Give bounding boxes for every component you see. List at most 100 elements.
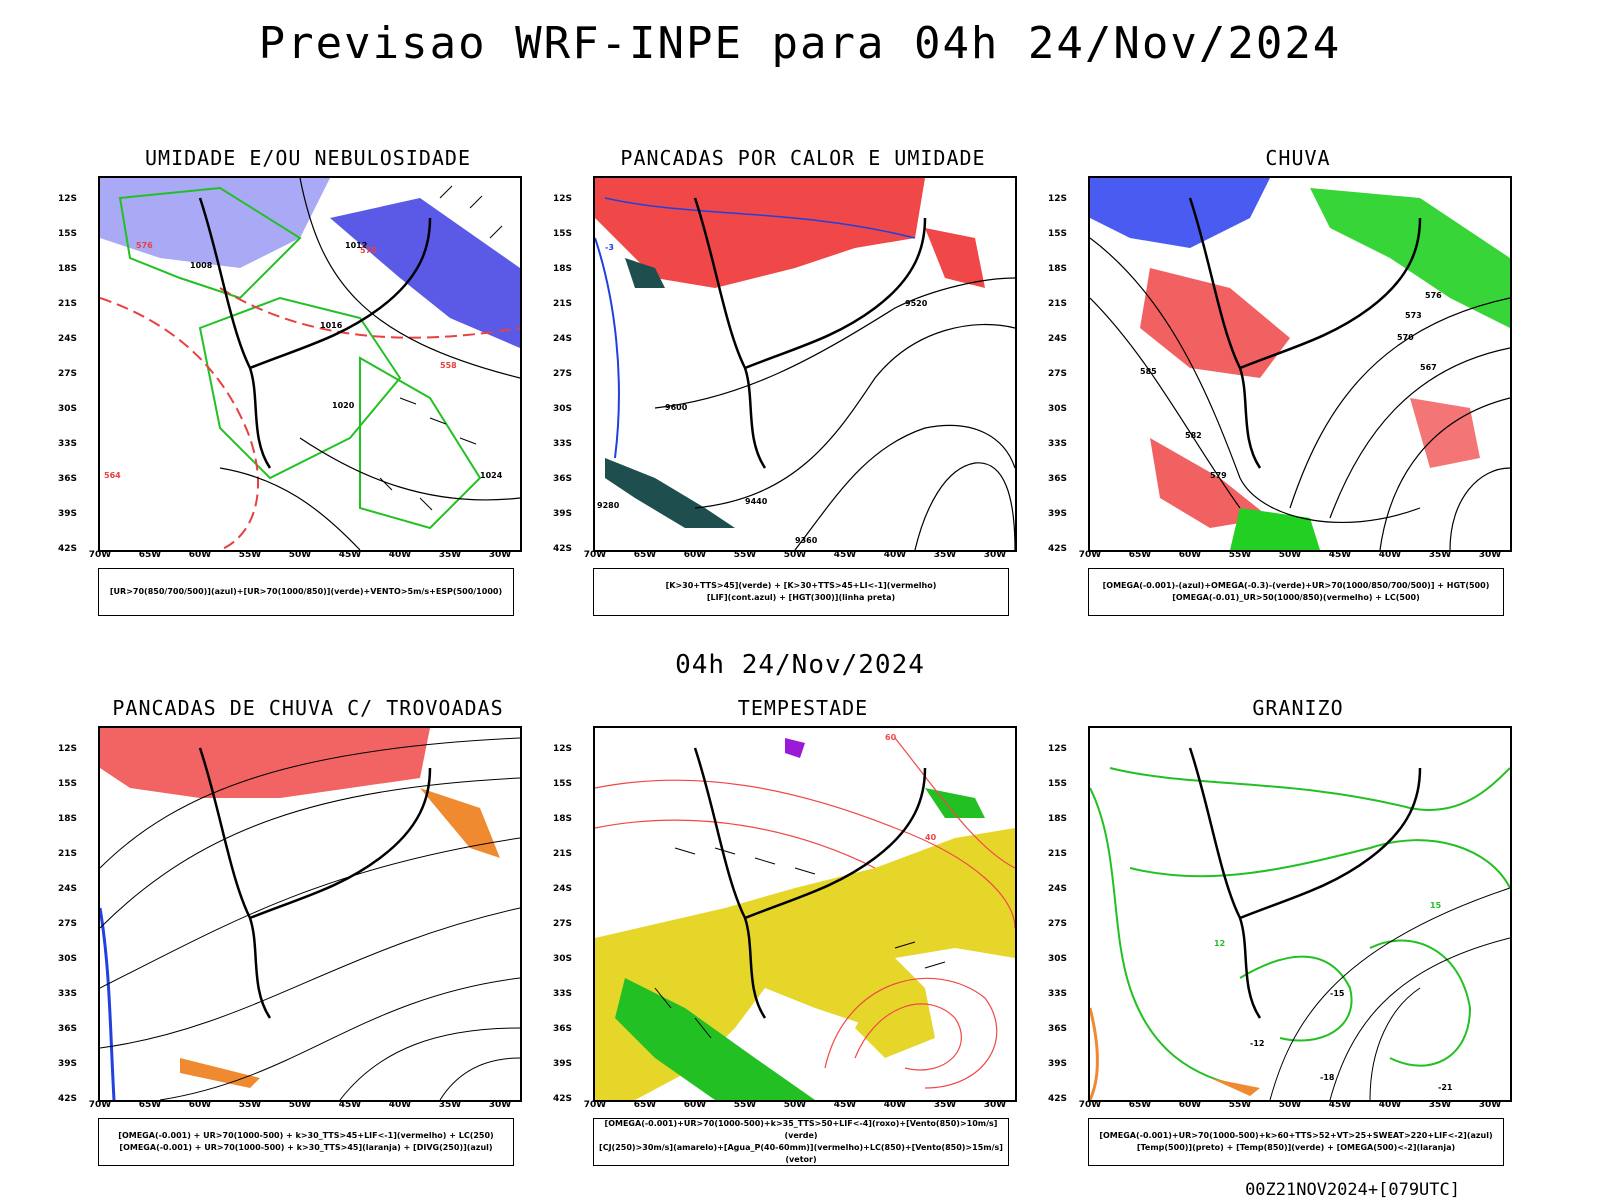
- panel-title: TEMPESTADE: [737, 696, 869, 720]
- lat-label: 21S: [553, 849, 573, 859]
- lon-label: 30W: [488, 550, 512, 560]
- contour-label: -18: [1320, 1073, 1335, 1082]
- legend-line: [OMEGA(-0.001) + UR>70(1000-500) + k>30_…: [119, 1143, 493, 1152]
- lon-label: 65W: [138, 1100, 162, 1110]
- legend: [OMEGA(-0.001)-(azul)+OMEGA(-0.3)-(verde…: [1088, 568, 1504, 616]
- lon-label: 45W: [1328, 1100, 1352, 1110]
- legend-line: [OMEGA(-0.001) + UR>70(1000-500) + k>30_…: [118, 1131, 494, 1140]
- lon-label: 70W: [88, 1100, 112, 1110]
- lat-label: 12S: [553, 744, 573, 754]
- lon-label: 60W: [188, 550, 212, 560]
- lat-label: 24S: [553, 884, 573, 894]
- lat-label: 36S: [58, 474, 78, 484]
- lon-label: 55W: [1228, 1100, 1252, 1110]
- lon-label: 35W: [438, 1100, 462, 1110]
- lon-label: 35W: [933, 1100, 957, 1110]
- panel-title: PANCADAS POR CALOR E UMIDADE: [620, 146, 986, 170]
- map-pancadas-calor: 9600 9520 9440 9360 9280 -3: [593, 176, 1017, 552]
- panel-title: CHUVA: [1265, 146, 1331, 170]
- panel-chuva: CHUVA 576 573 570 567 585 582 5: [1048, 146, 1528, 626]
- lat-label: 21S: [1048, 299, 1068, 309]
- run-timestamp: 00Z21NOV2024+[079UTC]: [1245, 1180, 1460, 1200]
- legend: [K>30+TTS>45](verde) + [K>30+TTS>45+LI<-…: [593, 568, 1009, 616]
- lat-label: 33S: [58, 989, 78, 999]
- lon-label: 55W: [733, 550, 757, 560]
- lat-label: 21S: [58, 299, 78, 309]
- lon-label: 65W: [1128, 550, 1152, 560]
- lat-label: 27S: [553, 919, 573, 929]
- lat-label: 39S: [58, 509, 78, 519]
- lon-label: 55W: [238, 550, 262, 560]
- contour-label: 9440: [745, 497, 768, 506]
- lat-label: 39S: [58, 1059, 78, 1069]
- contour-label: -12: [1250, 1039, 1264, 1048]
- lat-label: 24S: [58, 334, 78, 344]
- lat-label: 42S: [58, 544, 78, 554]
- panel-pancadas-calor: PANCADAS POR CALOR E UMIDADE 9600 9520 9…: [553, 146, 1033, 626]
- lat-label: 36S: [1048, 1024, 1068, 1034]
- contour-label: 573: [1405, 311, 1422, 320]
- lon-label: 65W: [1128, 1100, 1152, 1110]
- lon-label: 40W: [388, 550, 412, 560]
- contour-label: 15: [1430, 901, 1442, 910]
- lat-label: 12S: [58, 744, 78, 754]
- lon-label: 40W: [388, 1100, 412, 1110]
- lat-label: 33S: [1048, 989, 1068, 999]
- lat-label: 39S: [553, 509, 573, 519]
- legend-line: [LIF](cont.azul) + [HGT(300)](linha pret…: [706, 593, 896, 602]
- map-chuva: 576 573 570 567 585 582 579: [1088, 176, 1512, 552]
- contour-label: 567: [1420, 363, 1437, 372]
- lat-label: 33S: [1048, 439, 1068, 449]
- legend-line: [CJ(250)>30m/s](amarelo)+[Agua_P(40-60mm…: [599, 1143, 1003, 1164]
- lat-label: 36S: [553, 1024, 573, 1034]
- lat-label: 18S: [1048, 264, 1068, 274]
- lat-label: 12S: [1048, 744, 1068, 754]
- lat-label: 30S: [1048, 404, 1068, 414]
- lon-label: 55W: [238, 1100, 262, 1110]
- lat-label: 42S: [58, 1094, 78, 1104]
- contour-label: 40: [925, 833, 937, 842]
- map-pancadas-trovoadas: [98, 726, 522, 1102]
- lon-label: 35W: [1428, 550, 1452, 560]
- mid-title: 04h 24/Nov/2024: [675, 650, 925, 680]
- legend-line: [K>30+TTS>45](verde) + [K>30+TTS>45+LI<-…: [665, 581, 937, 590]
- contour-label: 1012: [345, 241, 367, 250]
- lat-label: 30S: [58, 954, 78, 964]
- panel-title: UMIDADE E/OU NEBULOSIDADE: [144, 146, 472, 170]
- lat-label: 12S: [553, 194, 573, 204]
- lat-label: 21S: [1048, 849, 1068, 859]
- contour-label: 582: [1185, 431, 1202, 440]
- lon-label: 50W: [783, 1100, 807, 1110]
- contour-label: 570: [1397, 333, 1414, 342]
- map-tempestade: 40 60: [593, 726, 1017, 1102]
- contour-label: 9360: [795, 536, 818, 545]
- lat-label: 18S: [1048, 814, 1068, 824]
- lon-label: 45W: [338, 1100, 362, 1110]
- lat-label: 18S: [553, 814, 573, 824]
- lat-label: 15S: [1048, 229, 1068, 239]
- panel-pancadas-trovoadas: PANCADAS DE CHUVA C/ TROVOADAS 12S 15S 1…: [58, 696, 538, 1176]
- lat-label: 12S: [58, 194, 78, 204]
- lat-label: 27S: [58, 369, 78, 379]
- lat-label: 15S: [58, 229, 78, 239]
- lon-label: 70W: [1078, 550, 1102, 560]
- legend: [OMEGA(-0.001)+UR>70(1000-500)+k>35_TTS>…: [593, 1118, 1009, 1166]
- panel-umidade: UMIDADE E/OU NEBULOSIDADE 1012 1016: [58, 146, 538, 626]
- lat-label: 39S: [553, 1059, 573, 1069]
- lon-label: 60W: [1178, 1100, 1202, 1110]
- contour-label: 9280: [597, 501, 620, 510]
- lon-label: 30W: [1478, 550, 1502, 560]
- lon-label: 30W: [983, 550, 1007, 560]
- lon-label: 40W: [883, 1100, 907, 1110]
- lon-label: 30W: [983, 1100, 1007, 1110]
- lon-label: 50W: [1278, 1100, 1302, 1110]
- lon-label: 35W: [1428, 1100, 1452, 1110]
- lat-label: 24S: [553, 334, 573, 344]
- contour-label: 60: [885, 733, 897, 742]
- legend-line: [OMEGA(-0.001)+UR>70(1000-500)+k>35_TTS>…: [604, 1119, 998, 1140]
- lat-label: 27S: [1048, 919, 1068, 929]
- map-umidade: 1012 1016 1020 1024 1008 576 570 564 558: [98, 176, 522, 552]
- legend-line: [UR>70(850/700/500)](azul)+[UR>70(1000/8…: [109, 587, 503, 596]
- lon-label: 60W: [188, 1100, 212, 1110]
- panel-tempestade: TEMPESTADE 40 60 1: [553, 696, 1033, 1176]
